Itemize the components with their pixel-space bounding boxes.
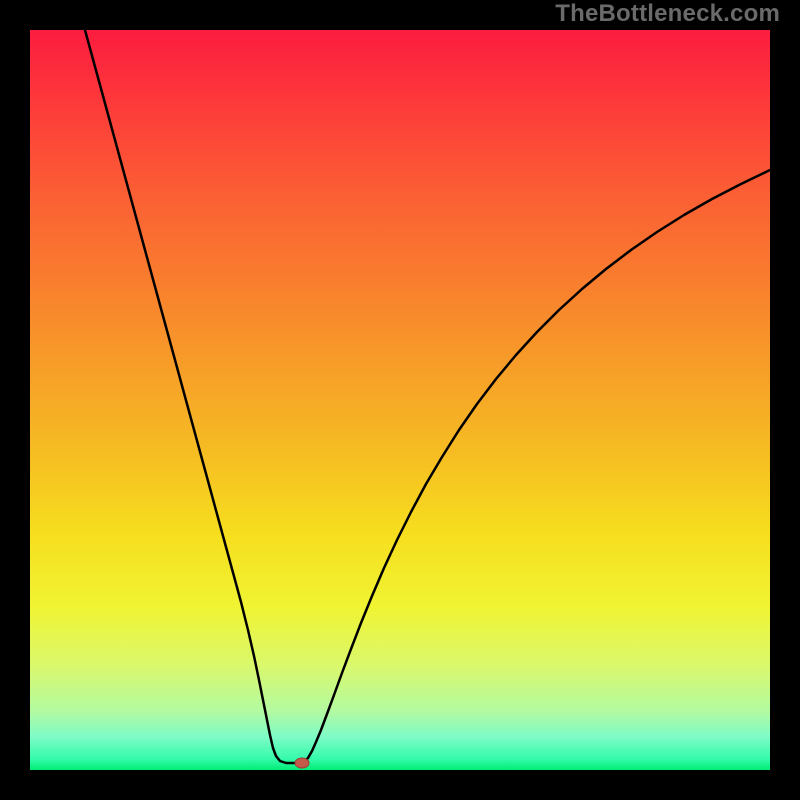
bottleneck-chart: [30, 30, 770, 770]
chart-frame: TheBottleneck.com: [0, 0, 800, 800]
watermark-text: TheBottleneck.com: [555, 0, 780, 28]
optimal-point-marker: [295, 758, 309, 768]
chart-background: [30, 30, 770, 770]
